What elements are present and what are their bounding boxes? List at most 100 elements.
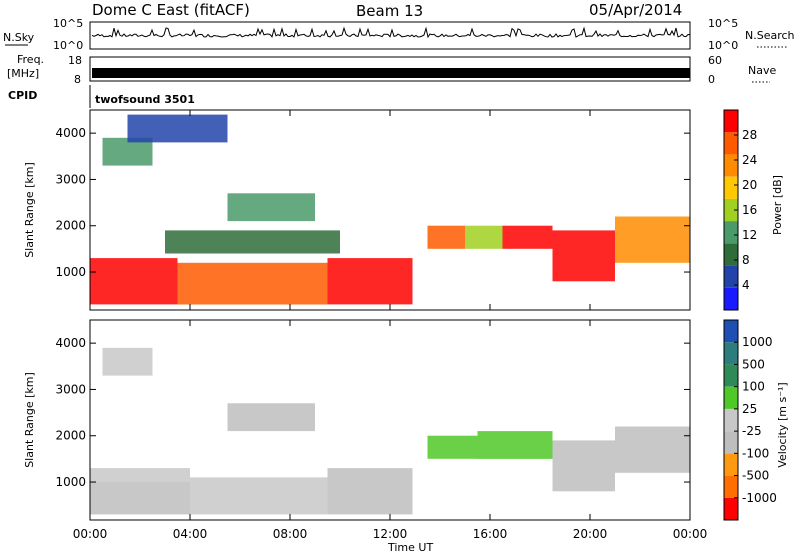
power-region-2: [327, 258, 413, 305]
velocity-colorbar-tick-label-1: -500: [742, 469, 769, 483]
velocity-colorbar-frame: [723, 319, 739, 521]
time-tick-label-5: 20:00: [573, 527, 608, 541]
power-ytick-label-0: 1000: [55, 265, 86, 279]
power-ytick-label-2: 3000: [55, 172, 86, 186]
beam-title: Beam 13: [356, 2, 423, 20]
velocity-ytick-label-2: 3000: [55, 382, 86, 396]
velocity-colorbar-segment-7: [724, 342, 738, 365]
freq-tick-top: 18: [68, 54, 82, 67]
velocity-region-7: [477, 431, 553, 459]
nsky-tick-bottom: 10^0: [53, 39, 83, 52]
velocity-colorbar-segment-0: [724, 497, 738, 520]
power-colorbar-segment-3: [724, 221, 738, 244]
nsearch-tick-bottom: 10^0: [708, 39, 738, 52]
cpid-value: twofsound 3501: [95, 93, 195, 106]
power-ytick-label-3: 4000: [55, 126, 86, 140]
nsky-tick-top: 10^5: [53, 17, 83, 30]
power-region-10: [552, 230, 615, 282]
power-colorbar-label: Power [dB]: [771, 175, 784, 235]
nsky-label: N.Sky: [3, 31, 35, 44]
freq-units-label: [MHz]: [7, 67, 39, 80]
power-colorbar-segment-7: [724, 132, 738, 155]
velocity-y-axis: 1000 2000 3000 4000: [55, 336, 690, 489]
power-colorbar-segment-4: [724, 198, 738, 222]
power-region-4: [127, 114, 228, 143]
power-y-axis: 1000 2000 3000 4000: [55, 126, 690, 279]
velocity-colorbar-segment-5: [724, 386, 738, 409]
velocity-colorbar-segment-2: [724, 453, 738, 476]
velocity-colorbar-tick-label-4: 25: [742, 402, 757, 416]
velocity-region-6: [427, 435, 478, 459]
velocity-ytick-label-0: 1000: [55, 475, 86, 489]
nave-tick-bottom: 0: [708, 73, 715, 86]
power-region-9: [502, 225, 553, 249]
nave-tick-top: 60: [708, 54, 722, 67]
station-title: Dome C East (fitACF): [92, 1, 250, 19]
velocity-colorbar-segment-3: [724, 431, 738, 454]
power-colorbar-tick-label-4: 20: [742, 178, 757, 192]
velocity-region-1: [90, 482, 190, 515]
nsky-panel: N.Sky 10^5 10^0 10^5 10^0 N.Search: [3, 17, 795, 52]
velocity-colorbar-label: Velocity [m s⁻¹]: [776, 382, 789, 467]
power-ytick-label-1: 2000: [55, 219, 86, 233]
power-panel: 1000 2000 3000 4000 Slant Range [km] 4 8 12 16…: [23, 109, 784, 311]
velocity-colorbar-segment-8: [724, 320, 738, 343]
power-y-label: Slant Range [km]: [23, 162, 36, 258]
velocity-region-8: [552, 440, 615, 492]
velocity-region-4: [102, 347, 153, 376]
power-region-11: [615, 216, 690, 263]
velocity-region-0: [90, 468, 190, 482]
velocity-regions: [90, 347, 690, 515]
freq-label: Freq.: [17, 53, 44, 66]
power-colorbar-tick-label-2: 12: [742, 228, 757, 242]
velocity-colorbar-segment-1: [724, 475, 738, 498]
velocity-colorbar-tick-label-6: 500: [742, 357, 765, 371]
power-colorbar-tick-label-5: 24: [742, 153, 757, 167]
velocity-region-9: [615, 426, 690, 473]
velocity-colorbar-tick-label-3: -25: [742, 424, 762, 438]
velocity-ytick-label-3: 4000: [55, 336, 86, 350]
power-colorbar-segment-2: [724, 243, 738, 266]
velocity-colorbar: -1000 -500 -100 -25 25 100 500 1000: [723, 319, 777, 521]
freq-tick-bottom: 8: [74, 73, 81, 86]
velocity-region-3: [327, 468, 413, 515]
velocity-colorbar-segment-4: [724, 408, 738, 432]
nsearch-label: N.Search: [745, 29, 795, 42]
power-region-6: [165, 230, 340, 254]
time-tick-label-6: 00:00: [673, 527, 708, 541]
power-region-7: [427, 225, 465, 249]
power-colorbar-tick-label-0: 4: [742, 278, 750, 292]
velocity-region-5: [227, 403, 315, 432]
velocity-ytick-label-1: 2000: [55, 429, 86, 443]
power-colorbar: 4 8 12 16 20 24 28: [723, 109, 757, 311]
velocity-y-label: Slant Range [km]: [23, 372, 36, 468]
power-region-1: [177, 262, 328, 305]
nsky-frame: [89, 21, 691, 50]
power-region-8: [465, 225, 503, 249]
freq-band: [92, 68, 690, 78]
power-colorbar-segment-8: [724, 110, 738, 133]
velocity-colorbar-tick-label-7: 1000: [742, 335, 773, 349]
nsearch-tick-top: 10^5: [708, 17, 738, 30]
time-tick-label-2: 08:00: [273, 527, 308, 541]
power-colorbar-segment-0: [724, 287, 738, 310]
power-colorbar-segment-1: [724, 265, 738, 288]
velocity-colorbar-segment-6: [724, 364, 738, 387]
freq-panel: Freq. [MHz] 18 8 60 0 Nave: [7, 53, 776, 86]
date-title: 05/Apr/2014: [589, 1, 682, 19]
velocity-region-2: [190, 477, 328, 515]
time-tick-label-3: 12:00: [373, 527, 408, 541]
power-regions: [90, 114, 690, 305]
nave-label: Nave: [748, 64, 776, 77]
nsky-trace: [91, 26, 691, 39]
time-axis: 00:00 04:00 08:00 12:00 16:00 20:00 00:00: [73, 110, 708, 541]
power-region-0: [90, 258, 178, 305]
time-tick-label-1: 04:00: [173, 527, 208, 541]
power-region-3: [102, 137, 153, 166]
cpid-label: CPID: [8, 89, 37, 102]
power-colorbar-tick-label-1: 8: [742, 253, 750, 267]
power-region-5: [227, 193, 315, 222]
power-colorbar-tick-label-6: 28: [742, 128, 757, 142]
